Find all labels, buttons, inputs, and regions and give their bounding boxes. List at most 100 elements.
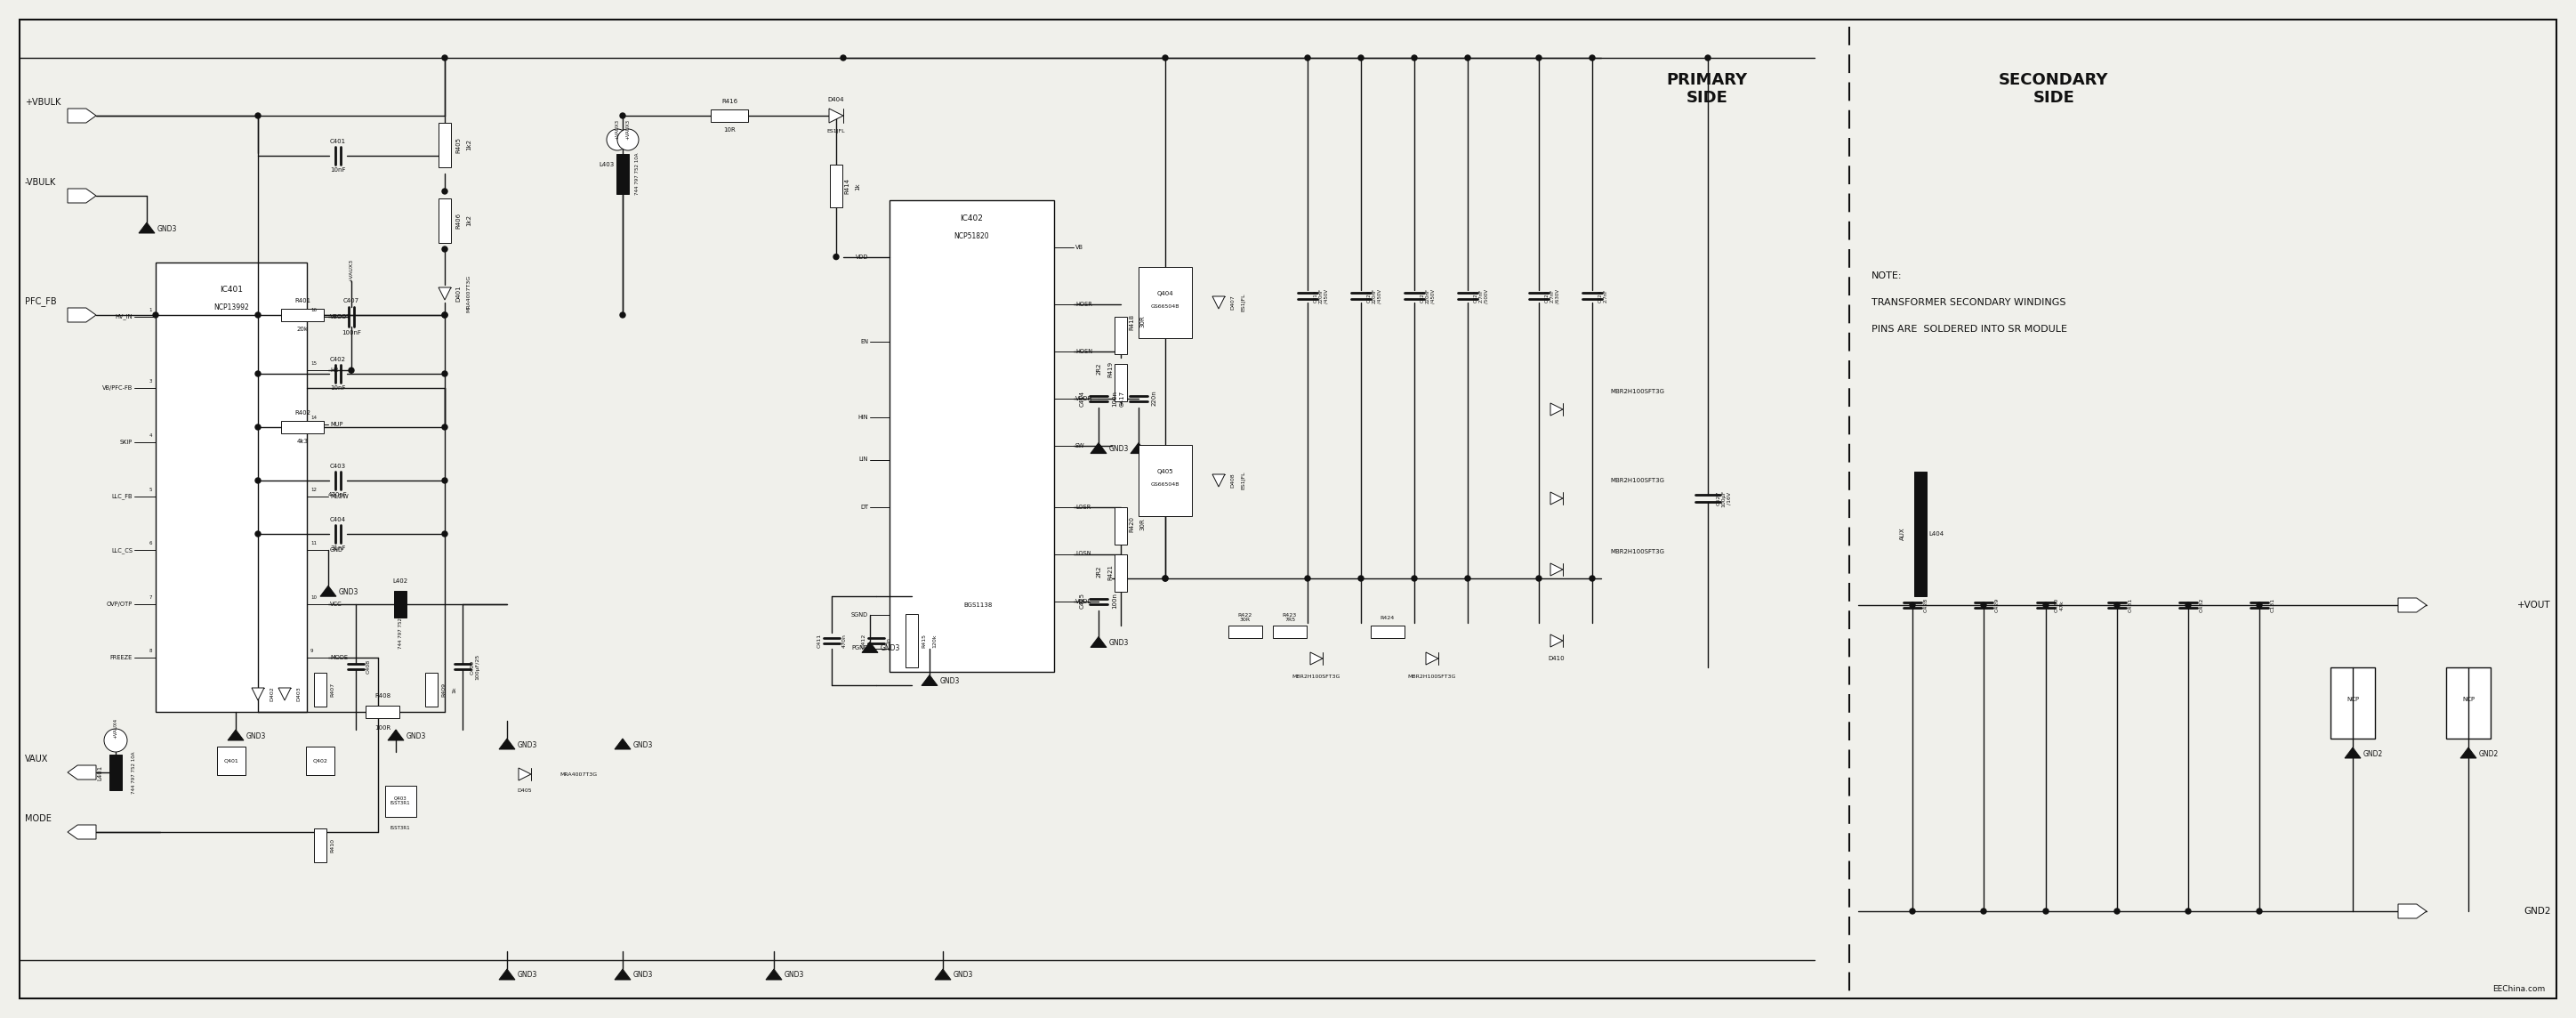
Text: C424
2.7nF: C424 2.7nF	[1597, 289, 1613, 302]
Circle shape	[840, 55, 845, 60]
Bar	[281, 420, 325, 434]
Text: GND3: GND3	[247, 732, 265, 740]
Circle shape	[443, 55, 448, 60]
Circle shape	[1162, 576, 1167, 581]
Text: LOSN: LOSN	[1074, 552, 1092, 557]
Text: C421
220nF
/450V: C421 220nF /450V	[1419, 288, 1435, 303]
Text: VDDL: VDDL	[1074, 599, 1092, 604]
Text: 100n: 100n	[1113, 390, 1118, 406]
Circle shape	[443, 246, 448, 251]
Circle shape	[1909, 908, 1914, 914]
Text: 14: 14	[312, 415, 317, 419]
Circle shape	[1705, 55, 1710, 60]
Polygon shape	[1311, 653, 1321, 665]
Text: R423
7R5: R423 7R5	[1283, 613, 1296, 622]
Text: D403: D403	[296, 686, 301, 701]
Text: TRANSFORMER SECONDARY WINDINGS: TRANSFORMER SECONDARY WINDINGS	[1873, 298, 2066, 307]
Text: R416: R416	[721, 99, 737, 104]
Bar	[889, 201, 1054, 672]
Text: C430
47k: C430 47k	[2056, 598, 2063, 613]
Text: 2R2: 2R2	[1097, 363, 1103, 375]
Text: GND2: GND2	[2362, 749, 2383, 757]
Text: LIN: LIN	[858, 457, 868, 462]
Text: C432: C432	[2200, 598, 2202, 613]
Polygon shape	[1551, 634, 1564, 646]
Text: C407: C407	[343, 297, 361, 303]
Circle shape	[621, 113, 626, 118]
Text: D405: D405	[518, 788, 533, 792]
Bar	[1139, 445, 1193, 516]
Circle shape	[1306, 55, 1311, 60]
Text: HIN: HIN	[858, 414, 868, 419]
Text: VAUX: VAUX	[26, 754, 49, 764]
Polygon shape	[2398, 904, 2427, 918]
Text: C415: C415	[1079, 593, 1084, 609]
Circle shape	[443, 372, 448, 377]
Text: 100nF: 100nF	[343, 330, 361, 335]
Text: LLC_CS: LLC_CS	[111, 547, 131, 553]
Bar	[108, 754, 121, 790]
Text: R424: R424	[1381, 615, 1394, 620]
Bar	[1370, 626, 1404, 638]
Text: Q403
ISST3R1: Q403 ISST3R1	[389, 796, 410, 805]
Text: GND3: GND3	[407, 732, 428, 740]
Text: MUP: MUP	[330, 421, 343, 427]
Polygon shape	[922, 675, 938, 686]
Circle shape	[443, 531, 448, 536]
Text: IC401: IC401	[219, 285, 242, 293]
Circle shape	[618, 129, 639, 151]
Text: 11: 11	[312, 542, 317, 546]
Text: C427
100µF
/16V: C427 100µF /16V	[1716, 490, 1731, 507]
Circle shape	[1535, 576, 1540, 581]
Circle shape	[621, 313, 626, 318]
Text: SECONDARY
SIDE: SECONDARY SIDE	[1999, 71, 2110, 106]
Bar	[314, 829, 327, 862]
Text: NOTE:: NOTE:	[1873, 272, 1901, 280]
Text: R418: R418	[1128, 314, 1133, 330]
Bar	[1273, 626, 1306, 638]
Text: C411: C411	[817, 633, 822, 647]
Text: GND3: GND3	[340, 588, 358, 596]
Text: 8: 8	[149, 649, 152, 654]
Polygon shape	[1551, 403, 1564, 415]
Text: C417: C417	[1121, 390, 1126, 406]
Circle shape	[103, 729, 126, 752]
Polygon shape	[278, 688, 291, 700]
Text: D402: D402	[270, 686, 276, 701]
Text: MBR2H100SFT3G: MBR2H100SFT3G	[1610, 549, 1664, 555]
Text: 30R: 30R	[1139, 316, 1144, 328]
Text: VDD: VDD	[855, 254, 868, 260]
Text: MRA4007T3G: MRA4007T3G	[466, 275, 471, 313]
Bar	[1139, 267, 1193, 338]
Text: BGS1138: BGS1138	[963, 603, 992, 608]
Text: R415: R415	[922, 633, 927, 647]
Text: 12: 12	[312, 488, 317, 492]
Text: R421: R421	[1108, 564, 1113, 579]
Circle shape	[443, 188, 448, 194]
Text: Q404: Q404	[1157, 291, 1175, 296]
Polygon shape	[2398, 598, 2427, 612]
Text: C408: C408	[366, 660, 371, 674]
Text: Q401: Q401	[224, 758, 240, 764]
Circle shape	[255, 113, 260, 118]
Polygon shape	[1090, 636, 1108, 647]
Text: 9: 9	[312, 649, 314, 654]
Circle shape	[443, 313, 448, 318]
Bar	[1914, 471, 1927, 597]
Polygon shape	[1427, 653, 1437, 665]
Text: R420: R420	[1128, 516, 1133, 532]
Text: +VAUX4: +VAUX4	[113, 718, 118, 738]
Text: 6: 6	[149, 542, 152, 546]
Text: OVP/OTP: OVP/OTP	[106, 602, 131, 607]
Circle shape	[1589, 55, 1595, 60]
Text: 1k: 1k	[855, 182, 860, 190]
Text: GND3: GND3	[157, 225, 178, 233]
Polygon shape	[139, 223, 155, 233]
Bar	[829, 165, 842, 208]
Bar	[314, 673, 327, 706]
Text: GND3: GND3	[1110, 445, 1128, 453]
Bar	[425, 673, 438, 706]
Text: HOSN: HOSN	[1074, 348, 1092, 354]
Text: NCP: NCP	[2463, 697, 2476, 709]
Circle shape	[255, 477, 260, 484]
